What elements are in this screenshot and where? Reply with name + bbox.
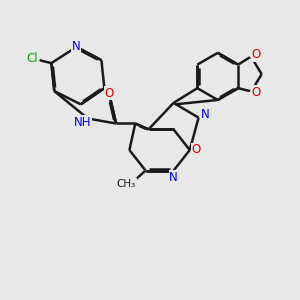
Text: N: N	[72, 40, 81, 53]
Text: N: N	[169, 171, 178, 184]
Text: NH: NH	[74, 116, 91, 128]
Text: O: O	[251, 48, 260, 62]
Text: O: O	[192, 143, 201, 157]
Text: O: O	[104, 87, 113, 100]
Text: O: O	[251, 86, 260, 99]
Text: Cl: Cl	[26, 52, 38, 65]
Text: CH₃: CH₃	[117, 179, 136, 189]
Text: N: N	[201, 108, 209, 121]
